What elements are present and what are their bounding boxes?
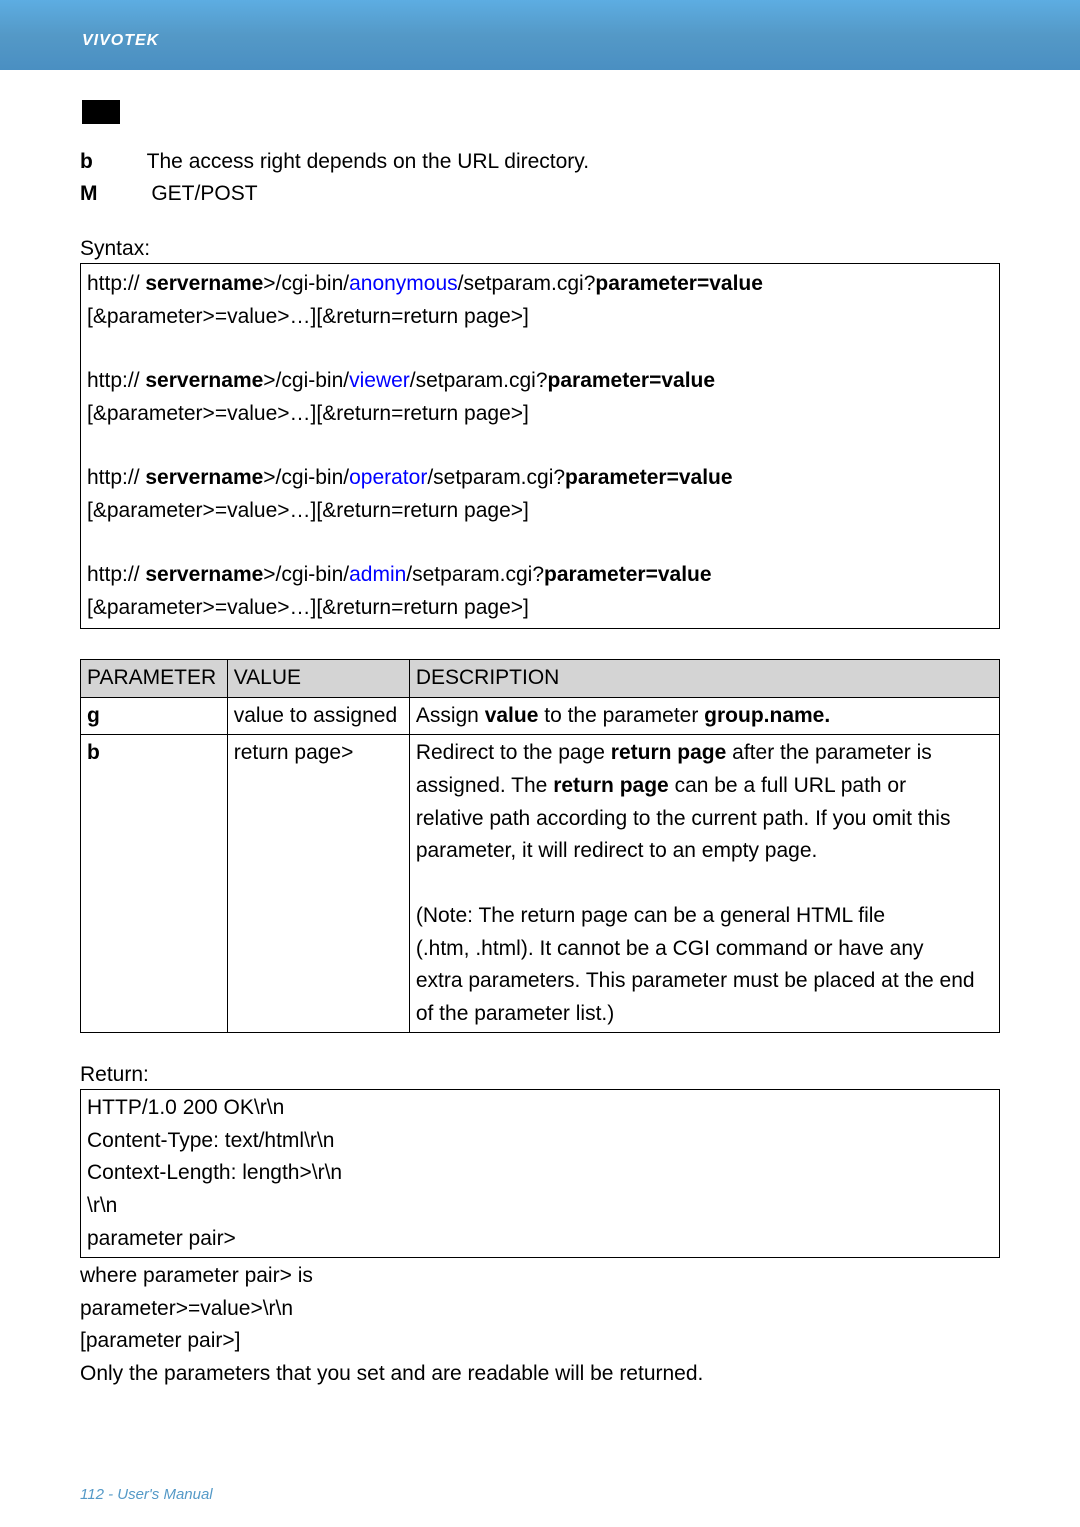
after-return: where parameter pair> is parameter>=valu… — [80, 1260, 1000, 1390]
table-row: g value to assigned Assign value to the … — [81, 697, 1000, 735]
table-row: b return page> Redirect to the page retu… — [81, 735, 1000, 1033]
syntax-mid1: >/cgi-bin/ — [263, 272, 349, 295]
row1-d3: relative path according to the current p… — [416, 807, 951, 830]
syntax-role: viewer — [349, 369, 410, 392]
syntax-server: servername — [145, 369, 263, 392]
syntax-prefix: http:// — [87, 369, 145, 392]
syntax-prefix: http:// — [87, 466, 145, 489]
return-l5: parameter pair> — [87, 1223, 993, 1256]
syntax-pv: parameter=value — [595, 272, 763, 295]
intro-line-1: b The access right depends on the URL di… — [80, 146, 1000, 178]
syntax-prefix: http:// — [87, 272, 145, 295]
section-marker-box — [82, 100, 120, 124]
return-label: Return: — [80, 1063, 1000, 1087]
row1-d7: extra parameters. This parameter must be… — [416, 969, 975, 992]
th-parameter: PARAMETER — [81, 660, 228, 698]
row1-d1-pre: Redirect to the page — [416, 741, 611, 764]
intro-line-2: M GET/POST — [80, 178, 1000, 210]
row1-value: return page> — [227, 735, 409, 1033]
syntax-line2: [&parameter>=value>…][&return=return pag… — [87, 301, 993, 334]
intro-text-2: GET/POST — [151, 182, 257, 205]
header-band: VIVOTEK — [0, 0, 1080, 70]
intro-text-1: The access right depends on the URL dire… — [147, 150, 589, 173]
page-footer: 112 - User's Manual — [80, 1486, 213, 1503]
content-area: b The access right depends on the URL di… — [0, 70, 1080, 1390]
row1-d2-pre: assigned. The — [416, 774, 553, 797]
row1-d2-post: can be a full URL path or — [675, 774, 907, 797]
syntax-pv: parameter=value — [565, 466, 733, 489]
return-l1: HTTP/1.0 200 OK\r\n — [87, 1092, 993, 1125]
brand-label: VIVOTEK — [82, 32, 159, 50]
syntax-row-3: http:// servername>/cgi-bin/admin/setpar… — [87, 559, 993, 624]
syntax-pv: parameter=value — [544, 563, 712, 586]
syntax-mid2: /setparam.cgi? — [427, 466, 565, 489]
syntax-line2: [&parameter>=value>…][&return=return pag… — [87, 495, 993, 528]
after-l1: where parameter pair> is — [80, 1260, 1000, 1293]
th-description: DESCRIPTION — [409, 660, 999, 698]
syntax-box: http:// servername>/cgi-bin/anonymous/se… — [80, 263, 1000, 629]
return-box: HTTP/1.0 200 OK\r\n Content-Type: text/h… — [80, 1089, 1000, 1258]
syntax-server: servername — [145, 466, 263, 489]
syntax-server: servername — [145, 272, 263, 295]
syntax-row-2: http:// servername>/cgi-bin/operator/set… — [87, 462, 993, 527]
syntax-mid1: >/cgi-bin/ — [263, 563, 349, 586]
row1-d1-post: after the parameter is — [726, 741, 931, 764]
row1-d2-b: return page — [553, 774, 674, 797]
return-l4: \r\n — [87, 1190, 993, 1223]
syntax-mid1: >/cgi-bin/ — [263, 466, 349, 489]
row1-d6: (.htm, .html). It cannot be a CGI comman… — [416, 937, 924, 960]
row0-d-b2: group.name. — [704, 704, 830, 727]
return-l2: Content-Type: text/html\r\n — [87, 1125, 993, 1158]
syntax-mid1: >/cgi-bin/ — [263, 369, 349, 392]
syntax-role: operator — [349, 466, 427, 489]
intro-marker-1: b — [80, 150, 93, 173]
after-l4-pre: Only the parameters that you set and — [80, 1362, 431, 1385]
syntax-row-0: http:// servername>/cgi-bin/anonymous/se… — [87, 268, 993, 333]
after-l3: [parameter pair>] — [80, 1325, 1000, 1358]
row0-d-pre: Assign — [416, 704, 485, 727]
syntax-server: servername — [145, 563, 263, 586]
syntax-line2: [&parameter>=value>…][&return=return pag… — [87, 398, 993, 431]
syntax-mid2: /setparam.cgi? — [458, 272, 596, 295]
after-l4-post: are readable will be returned. — [431, 1362, 703, 1385]
table-header-row: PARAMETER VALUE DESCRIPTION — [81, 660, 1000, 698]
row0-value: value to assigned — [227, 697, 409, 735]
parameter-table: PARAMETER VALUE DESCRIPTION g value to a… — [80, 659, 1000, 1033]
syntax-role: admin — [349, 563, 406, 586]
row1-d4: parameter, it will redirect to an empty … — [416, 839, 818, 862]
syntax-pv: parameter=value — [548, 369, 716, 392]
return-l3: Context-Length: length>\r\n — [87, 1157, 993, 1190]
syntax-mid2: /setparam.cgi? — [406, 563, 544, 586]
syntax-mid2: /setparam.cgi? — [410, 369, 548, 392]
row1-d5: (Note: The return page can be a general … — [416, 904, 885, 927]
row1-d1-b: return page — [611, 741, 727, 764]
after-l2: parameter>=value>\r\n — [80, 1293, 1000, 1326]
row0-d-b1: value — [485, 704, 539, 727]
row0-d-mid: to the parameter — [538, 704, 704, 727]
row0-p-marker: g — [87, 704, 100, 727]
th-value: VALUE — [227, 660, 409, 698]
syntax-row-1: http:// servername>/cgi-bin/viewer/setpa… — [87, 365, 993, 430]
row1-p-marker: b — [87, 741, 100, 764]
syntax-prefix: http:// — [87, 563, 145, 586]
syntax-label: Syntax: — [80, 237, 1000, 261]
syntax-role: anonymous — [349, 272, 458, 295]
intro-marker-2: M — [80, 182, 98, 205]
row1-d8: of the parameter list.) — [416, 1002, 614, 1025]
syntax-line2: [&parameter>=value>…][&return=return pag… — [87, 592, 993, 625]
